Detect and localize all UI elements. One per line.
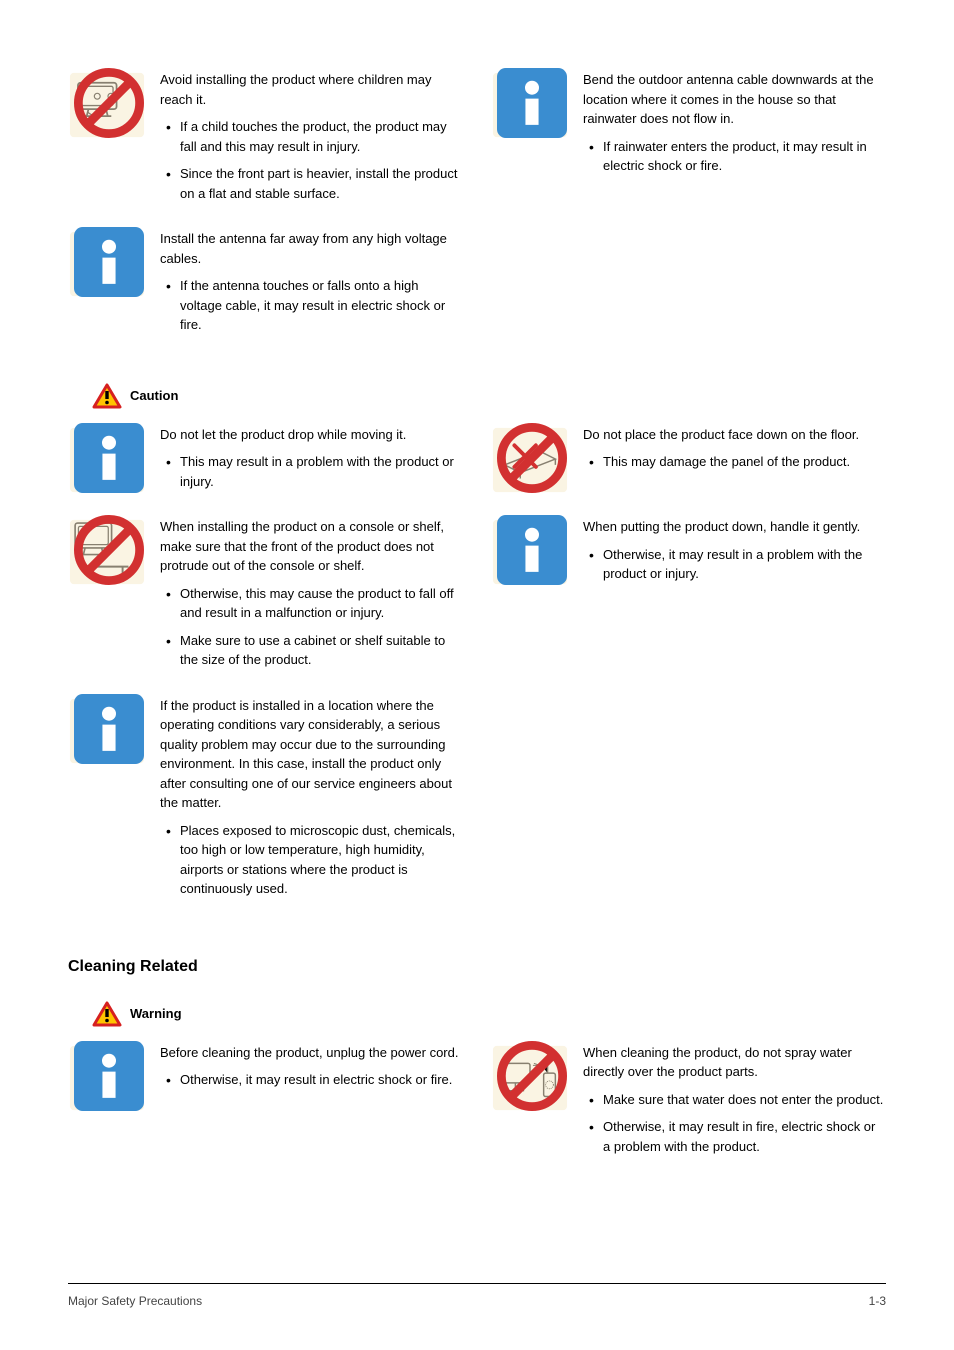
bullet: Otherwise, it may result in a problem wi…	[583, 545, 886, 584]
lead: Do not let the product drop while moving…	[160, 425, 463, 445]
lead: When installing the product on a console…	[160, 517, 463, 576]
bullet: Otherwise, it may result in fire, electr…	[583, 1117, 886, 1156]
illus-children	[68, 70, 146, 140]
lead: If the product is installed in a locatio…	[160, 696, 463, 813]
warning-banner: Warning	[92, 1001, 886, 1027]
text-drop: Do not let the product drop while moving…	[160, 425, 463, 500]
bullet: Places exposed to microscopic dust, chem…	[160, 821, 463, 899]
item-face-down: Do not place the product face down on th…	[491, 425, 886, 500]
warning-label: Warning	[130, 1004, 182, 1024]
info-icon	[493, 515, 571, 585]
item-unplug: Before cleaning the product, unplug the …	[68, 1043, 463, 1165]
item-spray: When cleaning the product, do not spray …	[491, 1043, 886, 1165]
item-drop: Do not let the product drop while moving…	[68, 425, 463, 500]
caution-banner: Caution	[92, 383, 886, 409]
info-icon	[70, 694, 148, 764]
lead: Before cleaning the product, unplug the …	[160, 1043, 463, 1063]
text-unplug: Before cleaning the product, unplug the …	[160, 1043, 463, 1165]
bullet: Otherwise, it may result in electric sho…	[160, 1070, 463, 1090]
info-icon	[70, 1041, 148, 1111]
text-antenna-hv: Install the antenna far away from any hi…	[160, 229, 463, 343]
lead: Install the antenna far away from any hi…	[160, 229, 463, 268]
text-conditions: If the product is installed in a locatio…	[160, 696, 463, 907]
bullet: Since the front part is heavier, install…	[160, 164, 463, 203]
section-cleaning: Cleaning Related	[68, 955, 886, 979]
illus-unplug	[68, 1043, 146, 1113]
lead: Bend the outdoor antenna cable downwards…	[583, 70, 886, 129]
page-footer: Major Safety Precautions 1-3	[68, 1283, 886, 1310]
info-icon	[70, 423, 148, 493]
item-put-down: When putting the product down, handle it…	[491, 517, 886, 678]
item-console: When installing the product on a console…	[68, 517, 463, 678]
illus-spray	[491, 1043, 569, 1113]
illus-conditions	[68, 696, 146, 766]
illus-outdoor-antenna	[491, 70, 569, 140]
info-icon	[493, 68, 571, 138]
caution-label: Caution	[130, 386, 178, 406]
item-conditions: If the product is installed in a locatio…	[68, 696, 463, 907]
prohibit-icon	[493, 1041, 571, 1111]
lead: Do not place the product face down on th…	[583, 425, 886, 445]
text-children: Avoid installing the product where child…	[160, 70, 463, 211]
bullet: This may result in a problem with the pr…	[160, 452, 463, 491]
bullet: If the antenna touches or falls onto a h…	[160, 276, 463, 335]
prohibit-icon	[70, 68, 148, 138]
prohibit-icon	[70, 515, 148, 585]
bullet: Otherwise, this may cause the product to…	[160, 584, 463, 623]
lead: When cleaning the product, do not spray …	[583, 1043, 886, 1082]
bullet: If a child touches the product, the prod…	[160, 117, 463, 156]
text-spray: When cleaning the product, do not spray …	[583, 1043, 886, 1165]
text-outdoor-antenna: Bend the outdoor antenna cable downwards…	[583, 70, 886, 211]
item-antenna-hv: Install the antenna far away from any hi…	[68, 229, 463, 343]
lead: When putting the product down, handle it…	[583, 517, 886, 537]
text-console: When installing the product on a console…	[160, 517, 463, 678]
illus-console	[68, 517, 146, 587]
bullet: Make sure that water does not enter the …	[583, 1090, 886, 1110]
footer-left: Major Safety Precautions	[68, 1292, 202, 1310]
text-put-down: When putting the product down, handle it…	[583, 517, 886, 678]
info-icon	[70, 227, 148, 297]
illus-put-down	[491, 517, 569, 587]
footer-right: 1-3	[869, 1292, 886, 1310]
item-outdoor-antenna: Bend the outdoor antenna cable downwards…	[491, 70, 886, 211]
prohibit-icon	[493, 423, 571, 493]
bullet: Make sure to use a cabinet or shelf suit…	[160, 631, 463, 670]
caution-icon	[92, 383, 122, 409]
illus-face-down	[491, 425, 569, 495]
bullet: This may damage the panel of the product…	[583, 452, 886, 472]
illus-drop	[68, 425, 146, 495]
bullet: If rainwater enters the product, it may …	[583, 137, 886, 176]
lead: Avoid installing the product where child…	[160, 70, 463, 109]
item-children: Avoid installing the product where child…	[68, 70, 463, 211]
illus-antenna-hv	[68, 229, 146, 299]
text-face-down: Do not place the product face down on th…	[583, 425, 886, 500]
warning-icon	[92, 1001, 122, 1027]
